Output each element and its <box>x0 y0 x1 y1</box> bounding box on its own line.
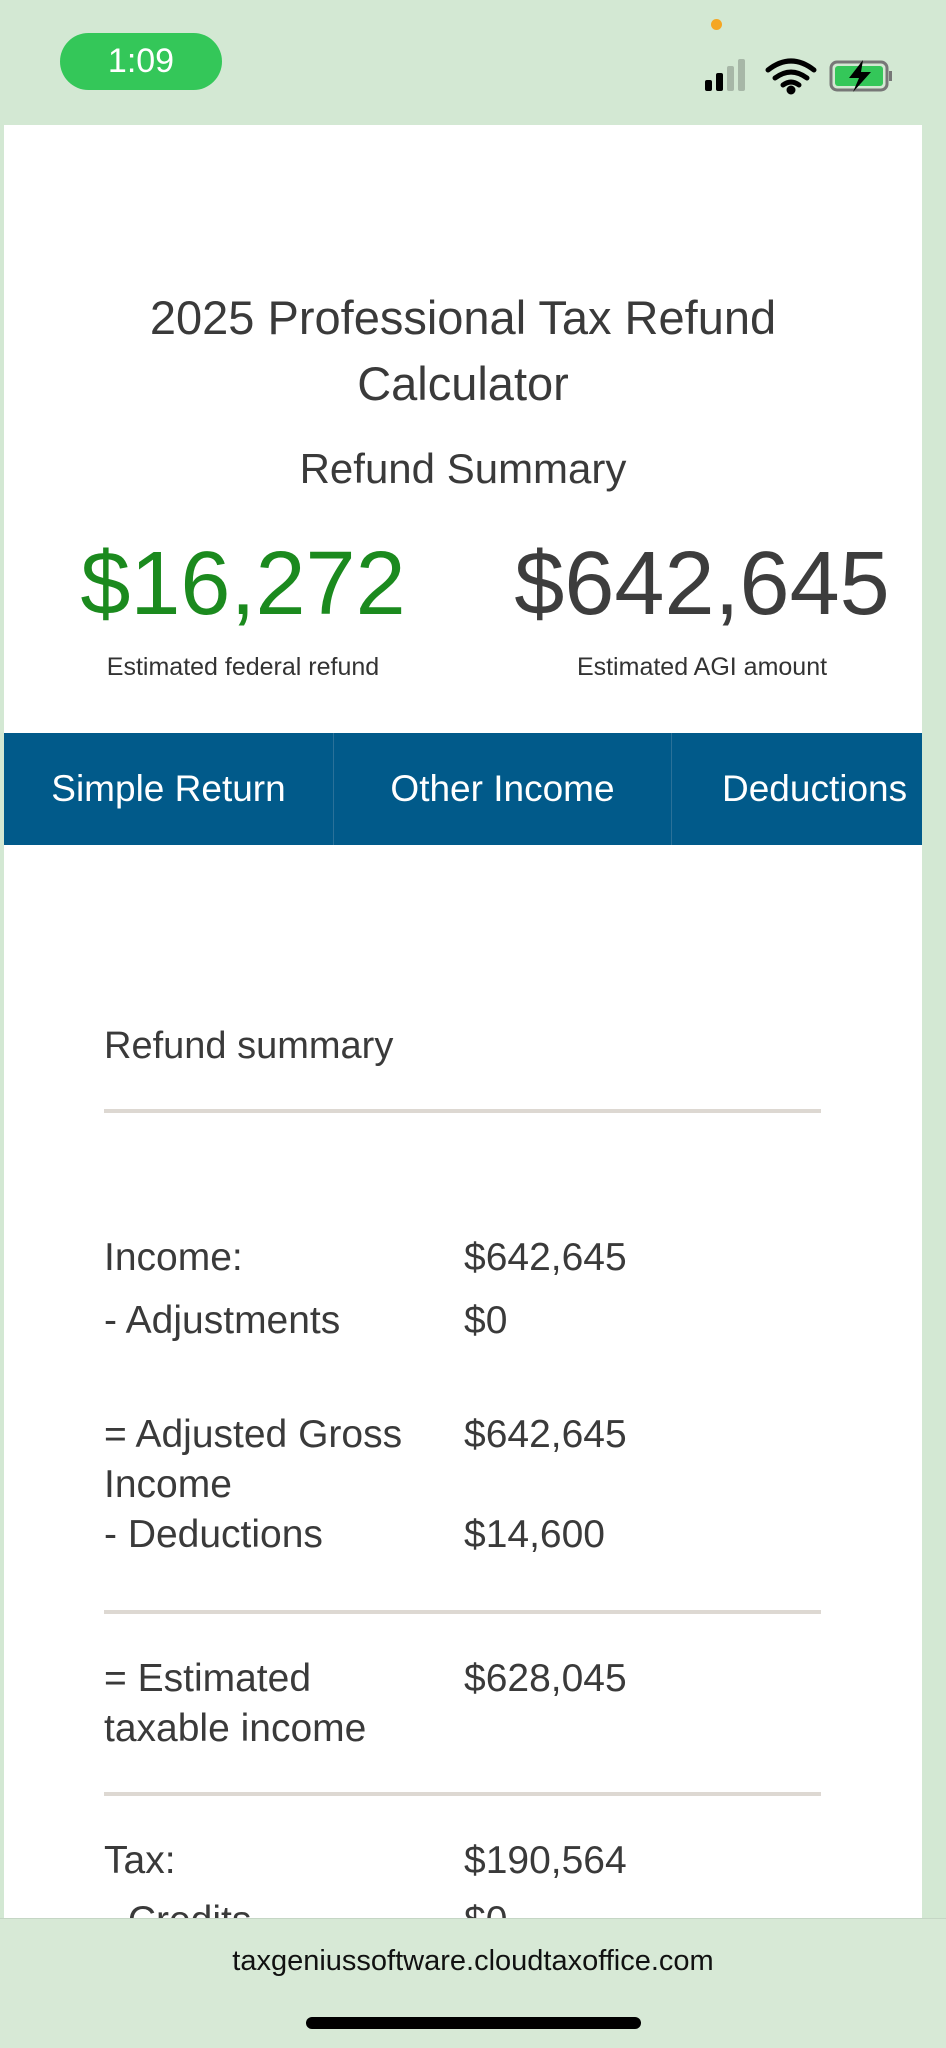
status-icons <box>705 58 892 95</box>
divider <box>104 1109 821 1113</box>
status-time: 1:09 <box>60 33 222 90</box>
wifi-icon <box>765 58 817 95</box>
row-label-tax: Tax: <box>104 1839 176 1882</box>
row-label-taxable-income: = Estimated taxable income <box>104 1657 367 1750</box>
row-label-adjustments: - Adjustments <box>104 1299 341 1342</box>
row-label-deductions: - Deductions <box>104 1513 323 1556</box>
tab-other-income[interactable]: Other Income <box>334 733 672 845</box>
refund-label: Estimated federal refund <box>106 653 380 681</box>
privacy-indicator-dot <box>711 19 722 30</box>
signal-icon <box>705 59 745 91</box>
row-label-agi: = Adjusted Gross Income <box>104 1413 403 1506</box>
row-value-tax: $190,564 <box>464 1839 627 1882</box>
refund-summary-heading: Refund Summary <box>299 445 627 492</box>
summary-title: Refund summary <box>104 1025 394 1067</box>
tab-bar: Simple Return Other Income Deductions <box>4 733 922 845</box>
battery-charging-icon <box>829 60 892 92</box>
browser-address-bar: taxgeniussoftware.cloudtaxoffice.com <box>0 1918 946 2048</box>
divider <box>104 1792 821 1796</box>
row-value-taxable-income: $628,045 <box>464 1657 627 1700</box>
row-value-income: $642,645 <box>464 1236 627 1279</box>
page-title: 2025 Professional Tax Refund Calculator <box>149 291 777 410</box>
agi-amount: $642,645 <box>514 534 890 634</box>
row-label-income: Income: <box>104 1236 243 1279</box>
tab-deductions[interactable]: Deductions <box>722 768 908 809</box>
refund-amount: $16,272 <box>80 534 406 634</box>
divider <box>104 1610 821 1614</box>
tab-simple-return[interactable]: Simple Return <box>4 733 334 845</box>
url-field[interactable]: taxgeniussoftware.cloudtaxoffice.com <box>232 1945 714 1977</box>
agi-label: Estimated AGI amount <box>576 653 828 681</box>
row-value-deductions: $14,600 <box>464 1513 605 1556</box>
web-page: 2025 Professional Tax Refund Calculator … <box>4 125 922 1925</box>
row-value-agi: $642,645 <box>464 1413 627 1456</box>
home-indicator[interactable] <box>306 2017 641 2029</box>
row-value-adjustments: $0 <box>464 1299 508 1342</box>
